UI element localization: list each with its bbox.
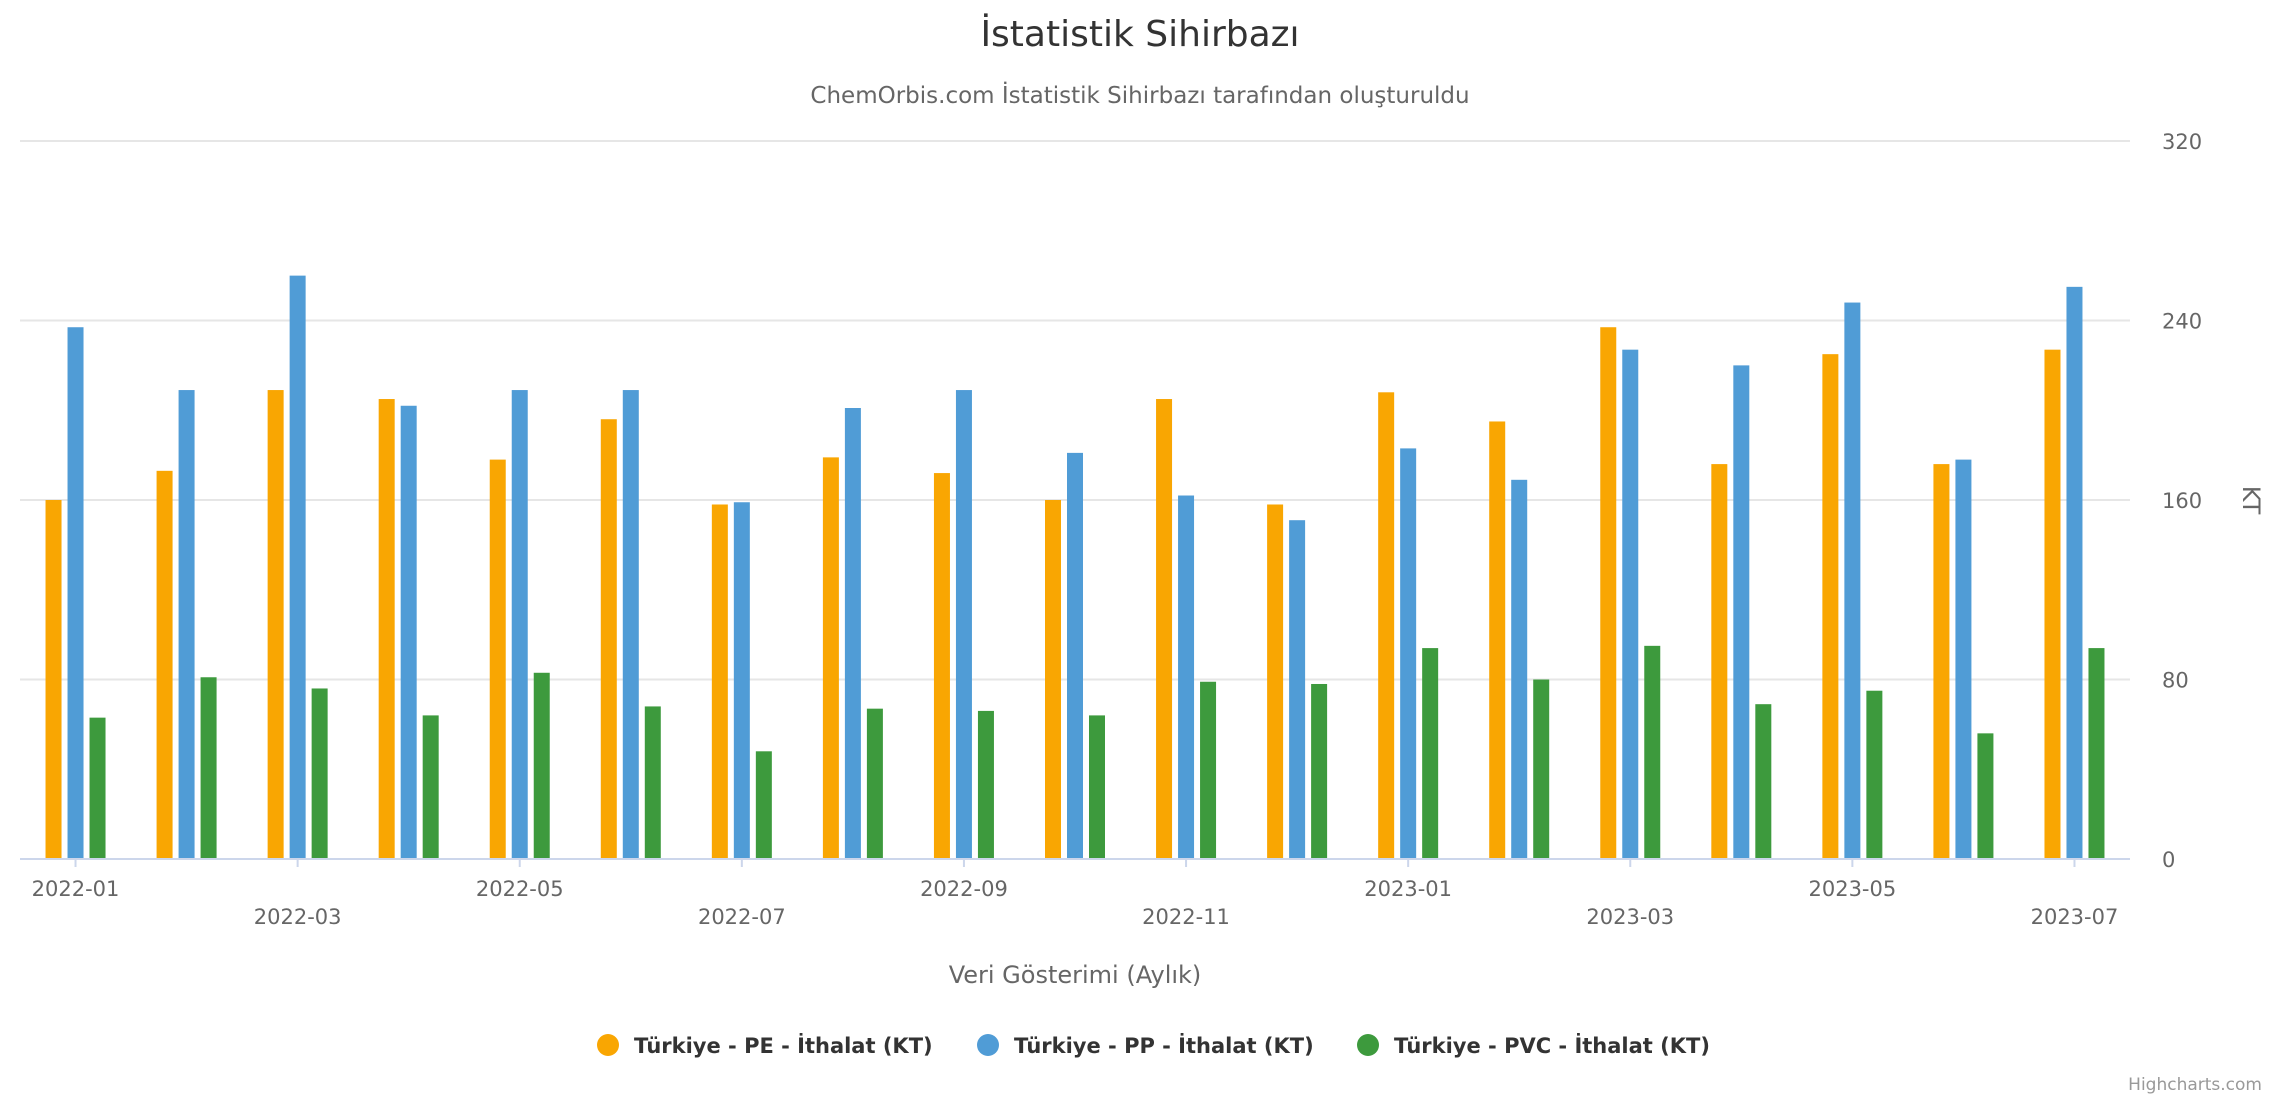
x-axis: 2022-01 2022-03 2022-05 2022-07 2022-09 2022-… xyxy=(32,859,2119,929)
x-tick-label: 2023-05 xyxy=(1808,877,1896,901)
x-tick-label: 2022-05 xyxy=(476,877,564,901)
bar-pe[interactable] xyxy=(1378,392,1395,859)
bar-pvc[interactable] xyxy=(533,672,550,859)
bar-pe[interactable] xyxy=(45,500,62,859)
credits-link[interactable]: Highcharts.com xyxy=(2128,1075,2262,1095)
bar-pp[interactable] xyxy=(1289,520,1306,859)
bar-pe[interactable] xyxy=(489,459,506,859)
bar-pvc[interactable] xyxy=(1089,715,1105,859)
bar-pe[interactable] xyxy=(1711,464,1728,859)
bar-pp[interactable] xyxy=(844,408,861,859)
bar-pvc[interactable] xyxy=(1422,648,1439,859)
bar-pvc[interactable] xyxy=(1533,679,1550,860)
x-tick-label: 2023-01 xyxy=(1364,877,1452,901)
bar-pe[interactable] xyxy=(822,457,839,859)
series-pvc xyxy=(89,645,2105,860)
bar-pp[interactable] xyxy=(67,327,84,859)
bar-pvc[interactable] xyxy=(200,677,217,859)
bar-pvc[interactable] xyxy=(1755,704,1772,859)
legend-item-pp[interactable]: Türkiye - PP - İthalat (KT) xyxy=(977,1033,1314,1058)
x-tick-label: 2023-07 xyxy=(2031,905,2119,929)
legend-item-pvc[interactable]: Türkiye - PVC - İthalat (KT) xyxy=(1357,1033,1710,1058)
chart-title: İstatistik Sihirbazı xyxy=(980,13,1299,55)
x-tick-label: 2022-11 xyxy=(1142,905,1230,929)
legend-item-pe[interactable]: Türkiye - PE - İthalat (KT) xyxy=(597,1033,933,1058)
bar-pvc[interactable] xyxy=(755,751,772,859)
bar-pvc[interactable] xyxy=(1644,645,1661,859)
bar-pvc[interactable] xyxy=(644,706,661,859)
chart-subtitle: ChemOrbis.com İstatistik Sihirbazı taraf… xyxy=(810,81,1469,109)
x-tick-label: 2022-09 xyxy=(920,877,1008,901)
x-tick-label: 2022-01 xyxy=(32,877,120,901)
legend-marker-pvc xyxy=(1357,1034,1379,1056)
bar-pvc[interactable] xyxy=(1866,690,1883,859)
bar-pp[interactable] xyxy=(289,275,306,859)
bar-pe[interactable] xyxy=(156,470,173,859)
y-tick-label: 240 xyxy=(2162,310,2202,334)
bar-pvc[interactable] xyxy=(89,717,106,859)
legend-marker-pe xyxy=(597,1034,619,1056)
bar-pe[interactable] xyxy=(2044,349,2061,859)
x-tick-label: 2023-03 xyxy=(1586,905,1674,929)
bar-pp[interactable] xyxy=(733,502,750,859)
x-tick-label: 2022-07 xyxy=(698,905,786,929)
bar-pp[interactable] xyxy=(1178,495,1195,859)
y-axis-title: KT xyxy=(2237,486,2265,515)
bar-pe[interactable] xyxy=(711,504,728,859)
bar-pe[interactable] xyxy=(600,419,617,859)
y-tick-label: 320 xyxy=(2162,130,2202,154)
legend-marker-pp xyxy=(977,1034,999,1056)
bar-pvc[interactable] xyxy=(977,710,994,859)
bar-pvc[interactable] xyxy=(1311,683,1328,859)
y-tick-label: 0 xyxy=(2162,848,2175,872)
bar-pe[interactable] xyxy=(1600,327,1617,859)
x-axis-title: Veri Gösterimi (Aylık) xyxy=(949,961,1202,989)
bar-pe[interactable] xyxy=(933,473,950,859)
bar-pp[interactable] xyxy=(955,390,972,859)
bar-pe[interactable] xyxy=(1489,421,1506,859)
bar-pp[interactable] xyxy=(1511,479,1528,859)
bar-pe[interactable] xyxy=(1822,354,1839,859)
bar-pe[interactable] xyxy=(1933,464,1950,859)
bar-pp[interactable] xyxy=(178,390,195,859)
legend: Türkiye - PE - İthalat (KT) Türkiye - PP… xyxy=(597,1033,1710,1058)
bar-pp[interactable] xyxy=(1067,452,1083,859)
bar-pp[interactable] xyxy=(2066,286,2083,859)
bar-pe[interactable] xyxy=(378,399,395,859)
bar-pvc[interactable] xyxy=(866,708,883,859)
series-pp xyxy=(67,275,2083,859)
bar-pe[interactable] xyxy=(267,390,284,859)
y-tick-label: 80 xyxy=(2162,669,2189,693)
bar-pvc[interactable] xyxy=(1200,681,1217,859)
plot-area[interactable] xyxy=(45,275,2105,860)
bar-pe[interactable] xyxy=(1156,399,1173,859)
bar-pvc[interactable] xyxy=(311,688,328,859)
bar-pp[interactable] xyxy=(511,390,528,859)
bar-pe[interactable] xyxy=(1267,504,1284,859)
bar-pvc[interactable] xyxy=(1977,733,1994,859)
legend-label-pvc: Türkiye - PVC - İthalat (KT) xyxy=(1394,1033,1710,1058)
y-tick-label: 160 xyxy=(2162,489,2202,513)
bar-pp[interactable] xyxy=(400,405,417,859)
bar-pp[interactable] xyxy=(1844,302,1861,859)
series-pe xyxy=(45,327,2061,859)
legend-label-pp: Türkiye - PP - İthalat (KT) xyxy=(1014,1033,1314,1058)
bar-pp[interactable] xyxy=(1400,448,1417,859)
bar-pe[interactable] xyxy=(1045,500,1061,859)
bar-pp[interactable] xyxy=(622,390,639,859)
bar-pp[interactable] xyxy=(1955,459,1972,859)
bar-pvc[interactable] xyxy=(2088,648,2105,859)
legend-label-pe: Türkiye - PE - İthalat (KT) xyxy=(634,1033,933,1058)
y-axis: 0 80 160 240 320 xyxy=(2162,130,2202,872)
bar-pp[interactable] xyxy=(1622,349,1639,859)
x-tick-label: 2022-03 xyxy=(254,905,342,929)
bar-pvc[interactable] xyxy=(422,715,439,859)
bar-pp[interactable] xyxy=(1733,365,1750,859)
